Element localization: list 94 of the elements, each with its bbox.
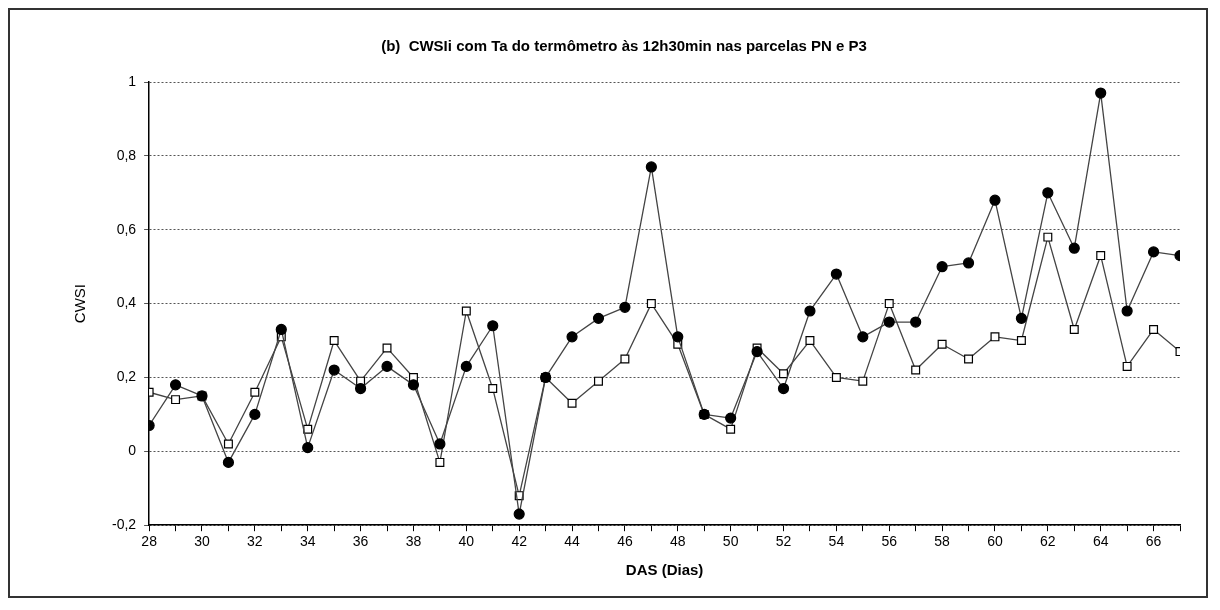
x-tick-label: 42	[511, 533, 528, 550]
point	[619, 301, 631, 313]
chart-title: (b) CWSIi com Ta do termômetro às 12h30min nas parcelas PN e P3	[381, 37, 867, 55]
point	[804, 305, 816, 317]
point	[779, 369, 788, 379]
x-tick-label: 34	[299, 533, 316, 550]
point	[777, 382, 790, 395]
point	[354, 382, 367, 395]
point	[407, 379, 420, 391]
point	[1096, 251, 1106, 261]
x-tick-label: 46	[617, 533, 633, 550]
point	[1147, 246, 1160, 258]
point	[672, 331, 684, 343]
point	[169, 379, 182, 391]
x-axis-title: DAS (Dias)	[625, 561, 704, 579]
point	[937, 339, 947, 349]
point	[725, 412, 737, 424]
x-tick-label: 60	[987, 533, 1003, 550]
point	[1042, 187, 1054, 199]
point	[223, 439, 233, 449]
x-tick-label: 52	[775, 533, 792, 550]
point	[460, 360, 472, 372]
x-tick-label: 40	[458, 533, 475, 550]
x-tick-label: 64	[1092, 533, 1109, 550]
point	[435, 457, 445, 467]
point	[329, 336, 339, 346]
y-tick-label: 0,6	[116, 220, 137, 237]
x-tick-label: 56	[881, 533, 898, 550]
point	[513, 508, 525, 520]
point	[566, 331, 578, 343]
point	[936, 261, 948, 273]
x-tick-label: 66	[1145, 533, 1162, 550]
point	[884, 299, 894, 309]
point	[302, 442, 314, 454]
point	[222, 456, 235, 469]
point	[964, 354, 974, 364]
point	[1122, 361, 1132, 371]
point	[275, 323, 287, 336]
point	[488, 384, 498, 394]
x-tick-label: 48	[669, 533, 686, 550]
point	[962, 257, 975, 269]
point	[989, 194, 1001, 206]
point	[990, 332, 1000, 342]
y-axis-title: CWSI	[71, 284, 89, 324]
point	[171, 395, 181, 405]
point	[910, 316, 922, 328]
x-tick-label: 62	[1040, 533, 1056, 550]
point	[1043, 232, 1053, 242]
x-tick-label: 44	[564, 533, 581, 550]
point	[645, 161, 657, 173]
point	[805, 336, 815, 346]
point	[593, 376, 603, 386]
point	[751, 346, 763, 358]
point	[592, 312, 605, 324]
x-tick-label: 28	[141, 533, 158, 550]
point	[1068, 242, 1080, 254]
y-tick-label: 0,2	[116, 368, 137, 385]
point	[883, 316, 895, 328]
x-tick-label: 38	[405, 533, 422, 550]
x-tick-label: 30	[194, 533, 210, 550]
point	[1121, 305, 1133, 317]
point	[1016, 336, 1026, 346]
point	[303, 424, 313, 434]
x-tick-label: 54	[828, 533, 845, 550]
x-tick-label: 50	[722, 533, 739, 550]
point	[487, 320, 499, 332]
y-tick-label: 1	[128, 72, 137, 89]
point	[461, 306, 471, 316]
point	[249, 408, 261, 420]
point	[382, 343, 392, 353]
y-tick-label: 0,4	[116, 294, 137, 311]
point	[1015, 312, 1027, 324]
y-tick-label: -0,2	[112, 516, 137, 533]
point	[381, 360, 393, 372]
point	[250, 387, 260, 397]
point	[1095, 87, 1107, 99]
y-tick-label: 0,8	[116, 146, 137, 163]
point	[1149, 324, 1159, 334]
point	[620, 354, 630, 364]
point	[911, 365, 921, 375]
point	[857, 331, 869, 343]
point	[726, 424, 736, 434]
point	[646, 299, 656, 309]
x-tick-label: 32	[247, 533, 263, 550]
point	[567, 398, 577, 408]
x-tick-label: 58	[934, 533, 951, 550]
point	[831, 372, 841, 382]
point	[434, 438, 446, 450]
x-tick-label: 36	[352, 533, 369, 550]
point	[1069, 324, 1079, 334]
point	[328, 364, 340, 376]
y-tick-label: 0	[128, 442, 137, 459]
point	[830, 268, 842, 280]
point	[858, 376, 868, 386]
